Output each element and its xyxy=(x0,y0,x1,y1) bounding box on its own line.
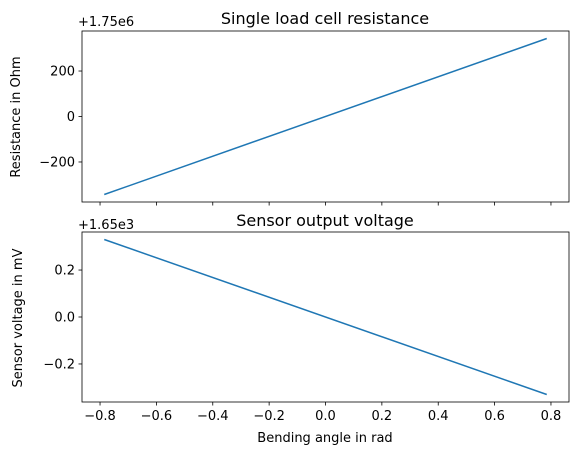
y-tick-label: 200 xyxy=(50,65,75,80)
x-tick-label: 0.2 xyxy=(372,409,393,424)
x-tick-label: 0.8 xyxy=(541,409,562,424)
x-tick-label: −0.8 xyxy=(84,409,116,424)
chart-title-voltage: Sensor output voltage xyxy=(236,211,414,230)
subplot-resistance: Single load cell resistance +1.75e6 Resi… xyxy=(9,9,570,206)
plot-area-voltage: −0.2 0.0 0.2 −0.8 −0.6 −0.4 −0.2 0.0 0.2 0.4 0.6 0.… xyxy=(43,231,570,424)
y-tick-label: 0 xyxy=(67,110,75,125)
plot-area-resistance: −200 0 200 xyxy=(39,30,570,206)
series-line xyxy=(104,238,547,396)
y-axis-label-voltage: Sensor voltage in mV xyxy=(11,248,26,387)
y-axis-label-resistance: Resistance in Ohm xyxy=(9,56,24,177)
series-line xyxy=(104,37,547,196)
x-tick-label: 0.0 xyxy=(315,409,336,424)
x-axis-label: Bending angle in rad xyxy=(257,431,392,446)
y-tick-label: −200 xyxy=(39,155,75,170)
x-tick-label: −0.6 xyxy=(141,409,173,424)
chart-title-resistance: Single load cell resistance xyxy=(221,9,429,28)
offset-text-voltage: +1.65e3 xyxy=(78,218,134,233)
x-tick-label: 0.4 xyxy=(428,409,449,424)
y-tick-label: −0.2 xyxy=(43,357,75,372)
x-tick-label: −0.2 xyxy=(253,409,285,424)
y-tick-label: 0.0 xyxy=(54,311,75,326)
x-tick-label: 0.6 xyxy=(484,409,505,424)
y-tick-label: 0.2 xyxy=(54,264,75,279)
subplot-voltage: Sensor output voltage +1.65e3 Sensor vol… xyxy=(11,211,570,446)
offset-text-resistance: +1.75e6 xyxy=(78,15,134,30)
x-tick-label: −0.4 xyxy=(197,409,229,424)
